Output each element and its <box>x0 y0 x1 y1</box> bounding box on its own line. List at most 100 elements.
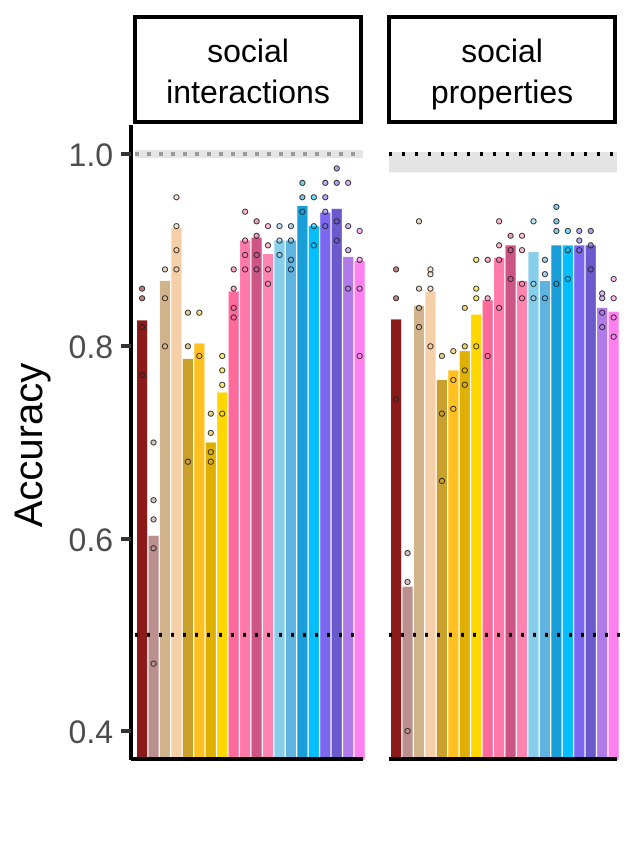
data-point <box>174 195 179 200</box>
accuracy-chart: Accuracy social interactions social prop… <box>0 0 631 850</box>
data-point <box>439 478 444 483</box>
data-point <box>151 661 156 666</box>
data-point <box>220 411 225 416</box>
data-point <box>416 219 421 224</box>
data-point <box>323 195 328 200</box>
data-point <box>508 248 513 253</box>
data-point <box>140 373 145 378</box>
data-point <box>346 286 351 291</box>
bar <box>540 281 550 760</box>
data-point <box>208 411 213 416</box>
data-point <box>151 546 156 551</box>
bar <box>448 370 458 760</box>
strip-title-line2: properties <box>431 74 573 110</box>
bar <box>586 245 596 760</box>
data-point <box>174 267 179 272</box>
data-point <box>208 430 213 435</box>
data-point <box>405 728 410 733</box>
bar <box>297 206 307 760</box>
data-point <box>185 459 190 464</box>
y-tick-label: 0.4 <box>69 714 113 750</box>
data-point <box>611 276 616 281</box>
data-point <box>231 315 236 320</box>
bar <box>471 315 481 760</box>
y-tick: 0.8 <box>69 329 131 365</box>
data-point <box>174 224 179 229</box>
data-point <box>277 224 282 229</box>
y-tick: 0.6 <box>69 522 131 558</box>
data-point <box>416 305 421 310</box>
data-point <box>346 180 351 185</box>
data-point <box>357 257 362 262</box>
bar <box>274 241 284 760</box>
data-point <box>265 281 270 286</box>
bar <box>183 359 193 760</box>
data-point <box>462 344 467 349</box>
bar <box>229 292 239 760</box>
bar <box>528 252 538 760</box>
bar <box>355 261 365 760</box>
data-point <box>162 296 167 301</box>
strip-title-line1: social <box>461 33 543 69</box>
data-point <box>485 296 490 301</box>
data-point <box>474 344 479 349</box>
data-point <box>288 238 293 243</box>
y-axis-title: Accuracy <box>7 363 51 528</box>
facet-strip-social-interactions: social interactions <box>135 17 361 122</box>
data-point <box>600 310 605 315</box>
data-point <box>357 228 362 233</box>
data-point <box>288 224 293 229</box>
data-point <box>485 257 490 262</box>
panel-social-properties <box>389 152 627 760</box>
data-point <box>265 267 270 272</box>
bar <box>425 292 435 760</box>
data-point <box>474 257 479 262</box>
data-point <box>439 411 444 416</box>
data-point <box>611 315 616 320</box>
bar <box>240 241 250 760</box>
data-point <box>497 257 502 262</box>
data-point <box>346 248 351 253</box>
data-point <box>519 296 524 301</box>
data-point <box>243 252 248 257</box>
y-tick: 0.4 <box>69 714 131 750</box>
data-point <box>405 550 410 555</box>
bar <box>391 319 401 760</box>
data-point <box>577 248 582 253</box>
bar <box>194 343 204 760</box>
data-point <box>497 219 502 224</box>
data-point <box>519 248 524 253</box>
bar <box>494 258 504 760</box>
data-point <box>151 517 156 522</box>
data-point <box>554 228 559 233</box>
data-point <box>577 238 582 243</box>
data-point <box>197 353 202 358</box>
data-point <box>254 219 259 224</box>
data-point <box>577 228 582 233</box>
data-point <box>185 310 190 315</box>
bar <box>460 351 470 760</box>
data-point <box>162 267 167 272</box>
bar <box>148 536 158 760</box>
data-point <box>611 296 616 301</box>
data-point <box>462 382 467 387</box>
data-point <box>300 195 305 200</box>
data-point <box>554 219 559 224</box>
data-point <box>254 233 259 238</box>
data-point <box>197 310 202 315</box>
data-point <box>231 286 236 291</box>
data-point <box>497 305 502 310</box>
data-point <box>151 440 156 445</box>
data-point <box>357 353 362 358</box>
data-point <box>439 353 444 358</box>
data-point <box>588 267 593 272</box>
facet-strip-social-properties: social properties <box>389 17 615 122</box>
data-point <box>416 286 421 291</box>
data-point <box>428 267 433 272</box>
strip-title-line1: social <box>207 33 289 69</box>
data-point <box>519 281 524 286</box>
data-point <box>208 459 213 464</box>
y-tick-label: 0.6 <box>69 522 113 558</box>
data-point <box>416 325 421 330</box>
data-point <box>334 219 339 224</box>
